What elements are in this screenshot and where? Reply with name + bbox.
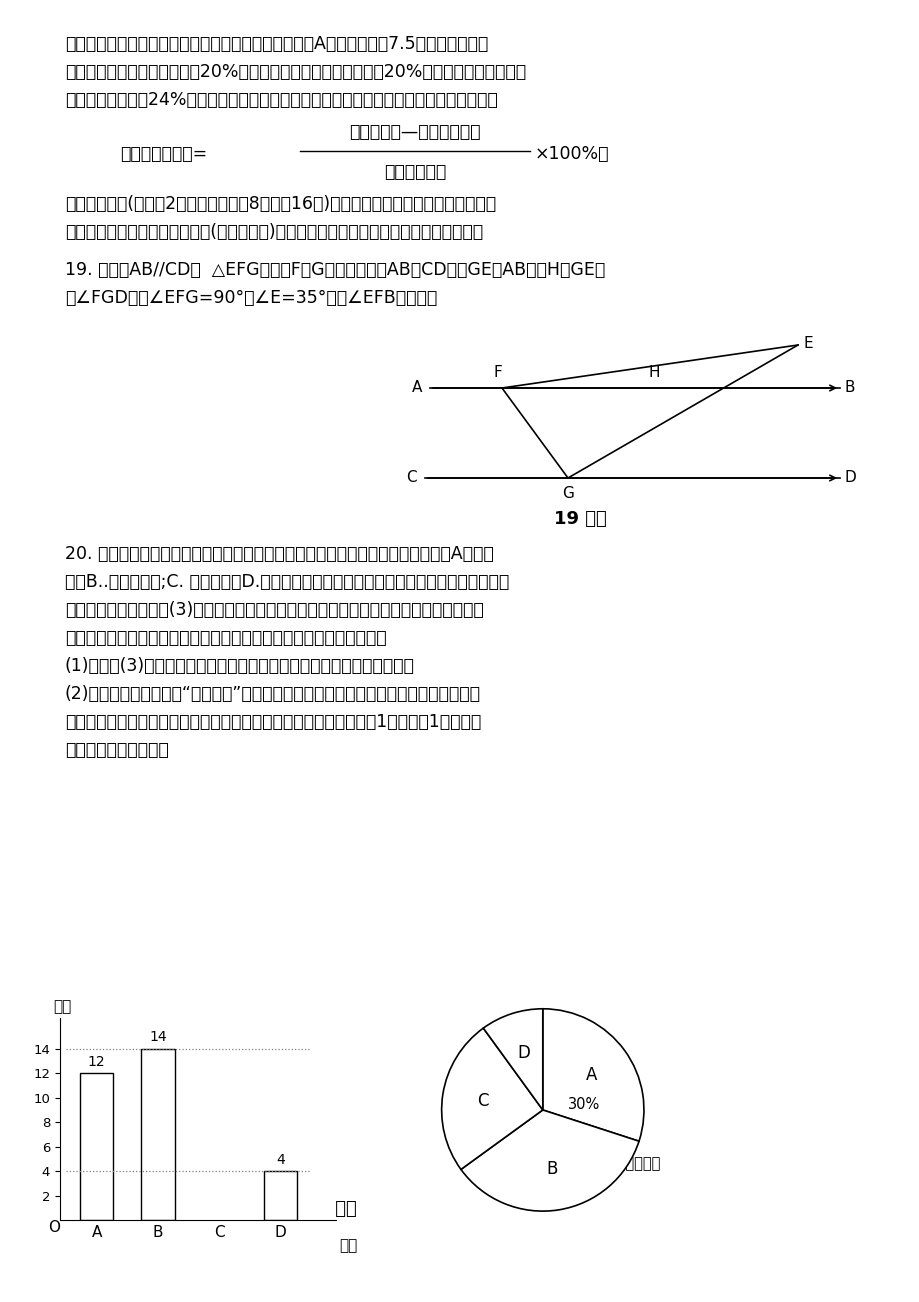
Text: D: D [844, 470, 856, 486]
Text: 条形统计图: 条形统计图 [153, 1170, 197, 1185]
Text: 4: 4 [276, 1152, 285, 1167]
Text: 任活动记录员的概率。: 任活动记录员的概率。 [65, 741, 168, 759]
Bar [141, 1048, 175, 1220]
Text: 扇形统计图: 扇形统计图 [568, 1170, 611, 1185]
Wedge shape [482, 1009, 542, 1109]
Text: 了如下两幅不完整的统计图。请结合统计图中的信息，解决下列问题：: 了如下两幅不完整的统计图。请结合统计图中的信息，解决下列问题： [65, 629, 386, 647]
Text: B: B [546, 1160, 557, 1178]
Text: 粮售价比每袋甲种粗粮售价高20%，乙种袋装粗粮的销售利润率为20%。当销售这两种袋装粗: 粮售价比每袋甲种粗粮售价高20%，乙种袋装粗粮的销售利润率为20%。当销售这两种… [65, 62, 526, 81]
Text: 八年级（3）班研学项目选择情况的: 八年级（3）班研学项目选择情况的 [519, 1155, 660, 1170]
Text: O: O [48, 1220, 60, 1236]
Text: F: F [494, 365, 502, 380]
Text: 19. 如图，AB//CD，  △EFG的顶点F，G分别落在直线AB，CD上，GE交AB于点H，GE平: 19. 如图，AB//CD， △EFG的顶点F，G分别落在直线AB，CD上，GE… [65, 260, 605, 279]
Text: H: H [648, 365, 660, 380]
Text: 14: 14 [149, 1030, 166, 1044]
Text: 商品的成本价: 商品的成本价 [383, 163, 446, 181]
Text: C: C [477, 1091, 489, 1109]
Text: 30%: 30% [567, 1096, 599, 1112]
Text: 挑选两名担任活动记录员，请用列表或画树状图的方法，求恰好选中1名男生和1名女生担: 挑选两名担任活动记录员，请用列表或画树状图的方法，求恰好选中1名男生和1名女生担 [65, 713, 481, 730]
Text: 分∠FGD。若∠EFG=90°，∠E=35°，求∠EFB的度数。: 分∠FGD。若∠EFG=90°，∠E=35°，求∠EFB的度数。 [65, 289, 437, 307]
Text: （商品的利润率=: （商品的利润率= [119, 145, 207, 163]
Text: 八年级（3）班研学项目选择情况的: 八年级（3）班研学项目选择情况的 [105, 1155, 245, 1170]
Text: 19 题图: 19 题图 [553, 510, 606, 529]
Text: 20 题图: 20 题图 [303, 1200, 356, 1217]
Text: C: C [406, 470, 416, 486]
Text: D: D [517, 1044, 530, 1061]
Text: (1)八年级(3)班学生总人数是＿＿＿＿＿＿，并将条形统计图补充完整；: (1)八年级(3)班学生总人数是＿＿＿＿＿＿，并将条形统计图补充完整； [65, 658, 414, 674]
Text: 粮的销售利润率为24%，该电商销售甲、乙两种袋装粗粮的数量之比是＿＿＿＿＿＿＿＿。: 粮的销售利润率为24%，该电商销售甲、乙两种袋装粗粮的数量之比是＿＿＿＿＿＿＿＿… [65, 91, 497, 109]
Text: G: G [562, 486, 573, 501]
Wedge shape [441, 1029, 542, 1169]
Text: (2)刘老师发现报名参加“植物识别”的学生中恰好有两名男生，现准备从这些学生中任意: (2)刘老师发现报名参加“植物识别”的学生中恰好有两名男生，现准备从这些学生中任… [65, 685, 481, 703]
Text: B: B [844, 380, 855, 396]
Text: 12: 12 [87, 1055, 106, 1069]
Text: A: A [585, 1065, 596, 1083]
Text: 其中一个项目。八年级(3)班班主任刘老师对全班学生选择的项目情况进行了统计，并绘制: 其中一个项目。八年级(3)班班主任刘老师对全班学生选择的项目情况进行了统计，并绘… [65, 602, 483, 618]
Text: 20. 某学校开展以素质提升为主题的研学活动，推出了以下四个项目供学生选择：A模拟驾: 20. 某学校开展以素质提升为主题的研学活动，推出了以下四个项目供学生选择：A模… [65, 546, 494, 562]
Text: A: A [411, 380, 422, 396]
Wedge shape [542, 1009, 643, 1142]
Text: E: E [803, 336, 812, 350]
Text: 项目: 项目 [338, 1238, 357, 1254]
Bar [80, 1073, 113, 1220]
Text: 商品的售价—商品的成本价: 商品的售价—商品的成本价 [349, 122, 481, 141]
Wedge shape [460, 1109, 639, 1211]
Text: 三、解答题：(本大题2个小题，每小题8分，全16分)解答时每小题必须给出必要的演算过: 三、解答题：(本大题2个小题，每小题8分，全16分)解答时每小题必须给出必要的演… [65, 195, 495, 214]
Text: 驶；B..军事竞技；;C. 家乡导游；D.植物识别。学校规定：每个学生都必须报名且只能选择: 驶；B..军事竞技；;C. 家乡导游；D.植物识别。学校规定：每个学生都必须报名… [65, 573, 509, 591]
Text: ×100%）: ×100%） [535, 145, 608, 163]
Text: 人数: 人数 [53, 1000, 72, 1014]
Text: 种粗粮的成本之和，已知每袋甲种粗粮的成本是每千克A种粗粮成本的7.5倍，每袋乙种粗: 种粗粮的成本之和，已知每袋甲种粗粮的成本是每千克A种粗粮成本的7.5倍，每袋乙种… [65, 35, 488, 53]
Text: 程或推理步骤，画出必要的图形(包括辅助线)请将解答过程书写在答题卡中对应的位置上。: 程或推理步骤，画出必要的图形(包括辅助线)请将解答过程书写在答题卡中对应的位置上… [65, 223, 482, 241]
Bar [264, 1170, 297, 1220]
